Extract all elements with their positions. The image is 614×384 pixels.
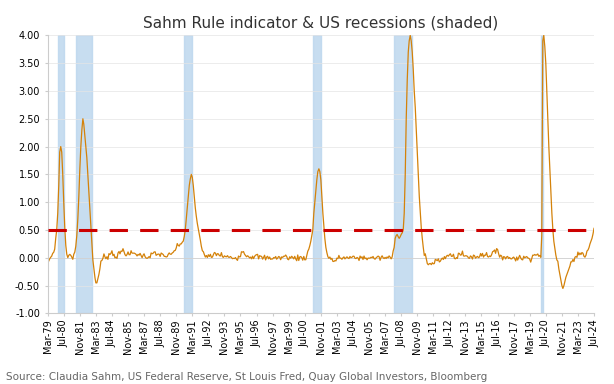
Title: Sahm Rule indicator & US recessions (shaded): Sahm Rule indicator & US recessions (sha… <box>143 15 499 30</box>
Bar <box>76 35 92 313</box>
Bar <box>394 35 412 313</box>
Bar <box>313 35 321 313</box>
Bar <box>58 35 64 313</box>
Text: Source: Claudia Sahm, US Federal Reserve, St Louis Fred, Quay Global Investors, : Source: Claudia Sahm, US Federal Reserve… <box>6 372 488 382</box>
Bar <box>541 35 543 313</box>
Bar <box>184 35 192 313</box>
